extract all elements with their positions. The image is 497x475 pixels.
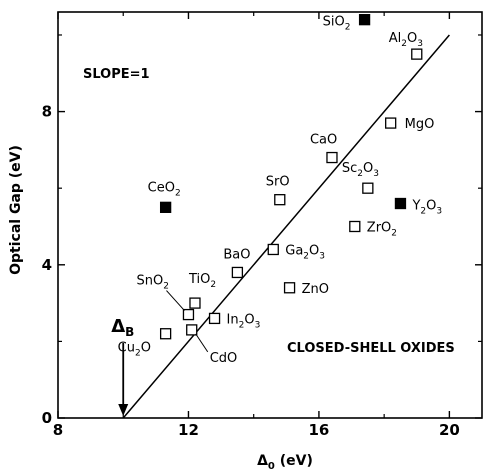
point-sro (274, 194, 286, 206)
x-tick-label: 16 (308, 421, 329, 439)
point-tio2 (189, 297, 201, 309)
plot-border (57, 11, 483, 419)
closed-shell-annotation: CLOSED-SHELL OXIDES (287, 341, 455, 356)
fit-line-group (122, 34, 450, 419)
point-in2o3 (208, 312, 221, 325)
x-tick-label: 8 (53, 421, 63, 439)
label-y2o3: Y2O3 (411, 199, 442, 217)
point-labels: SiO2 CeO2 Y2O3 Al2O3 MgO CaO Sc2O3 SrO ZrO2 BaO Ga… (118, 15, 442, 366)
y-tick-label: 0 (42, 409, 52, 427)
delta-b-arrow-head (118, 404, 129, 416)
delta-b-marker: ΔB (111, 316, 134, 416)
axis-ticks: 8 12 16 20 0 4 8 (42, 12, 482, 439)
point-mgo (385, 117, 397, 129)
label-bao: BaO (223, 247, 250, 262)
delta-b-label: ΔB (111, 316, 134, 339)
point-ga2o3 (267, 243, 279, 256)
point-sc2o3 (362, 182, 374, 194)
label-in2o3: In2O3 (227, 312, 261, 330)
slope-annotation: SLOPE=1 (83, 67, 150, 82)
y-tick-label: 8 (42, 103, 52, 121)
leader-lines (166, 290, 209, 353)
point-cdo (186, 324, 198, 336)
point-cu2o (159, 328, 172, 340)
point-zno (283, 282, 296, 294)
x-tick-label: 12 (178, 421, 199, 439)
label-al2o3: Al2O3 (389, 31, 423, 49)
x-tick-label: 20 (439, 421, 460, 439)
label-sro: SrO (266, 175, 290, 190)
point-zro2 (349, 220, 361, 233)
point-cao (326, 151, 338, 164)
label-ceo2: CeO2 (148, 180, 181, 198)
y-tick-label: 4 (42, 256, 52, 274)
y-axis-title: Optical Gap (eV) (8, 145, 24, 275)
point-al2o3 (411, 48, 423, 60)
leader-cdo (195, 333, 209, 353)
plot-frame (57, 11, 483, 419)
x-axis-title: Δ0 (eV) (257, 453, 313, 472)
label-zro2: ZrO2 (367, 220, 397, 238)
point-y2o3 (394, 197, 407, 210)
point-ceo2 (159, 201, 172, 213)
point-sno2 (182, 308, 195, 321)
label-mgo: MgO (405, 117, 435, 132)
label-tio2: TiO2 (188, 272, 216, 290)
point-sio2 (358, 14, 371, 26)
label-sno2: SnO2 (136, 274, 168, 292)
label-cu2o: Cu2O (118, 341, 151, 359)
fit-line (122, 34, 450, 419)
label-sc2o3: Sc2O3 (342, 161, 379, 179)
label-cao: CaO (310, 133, 337, 148)
data-points (159, 14, 423, 340)
leader-sno2 (166, 290, 185, 311)
label-cdo: CdO (210, 351, 238, 366)
label-ga2o3: Ga2O3 (285, 243, 325, 261)
label-zno: ZnO (302, 282, 329, 297)
point-bao (231, 266, 244, 279)
label-sio2: SiO2 (323, 15, 351, 33)
